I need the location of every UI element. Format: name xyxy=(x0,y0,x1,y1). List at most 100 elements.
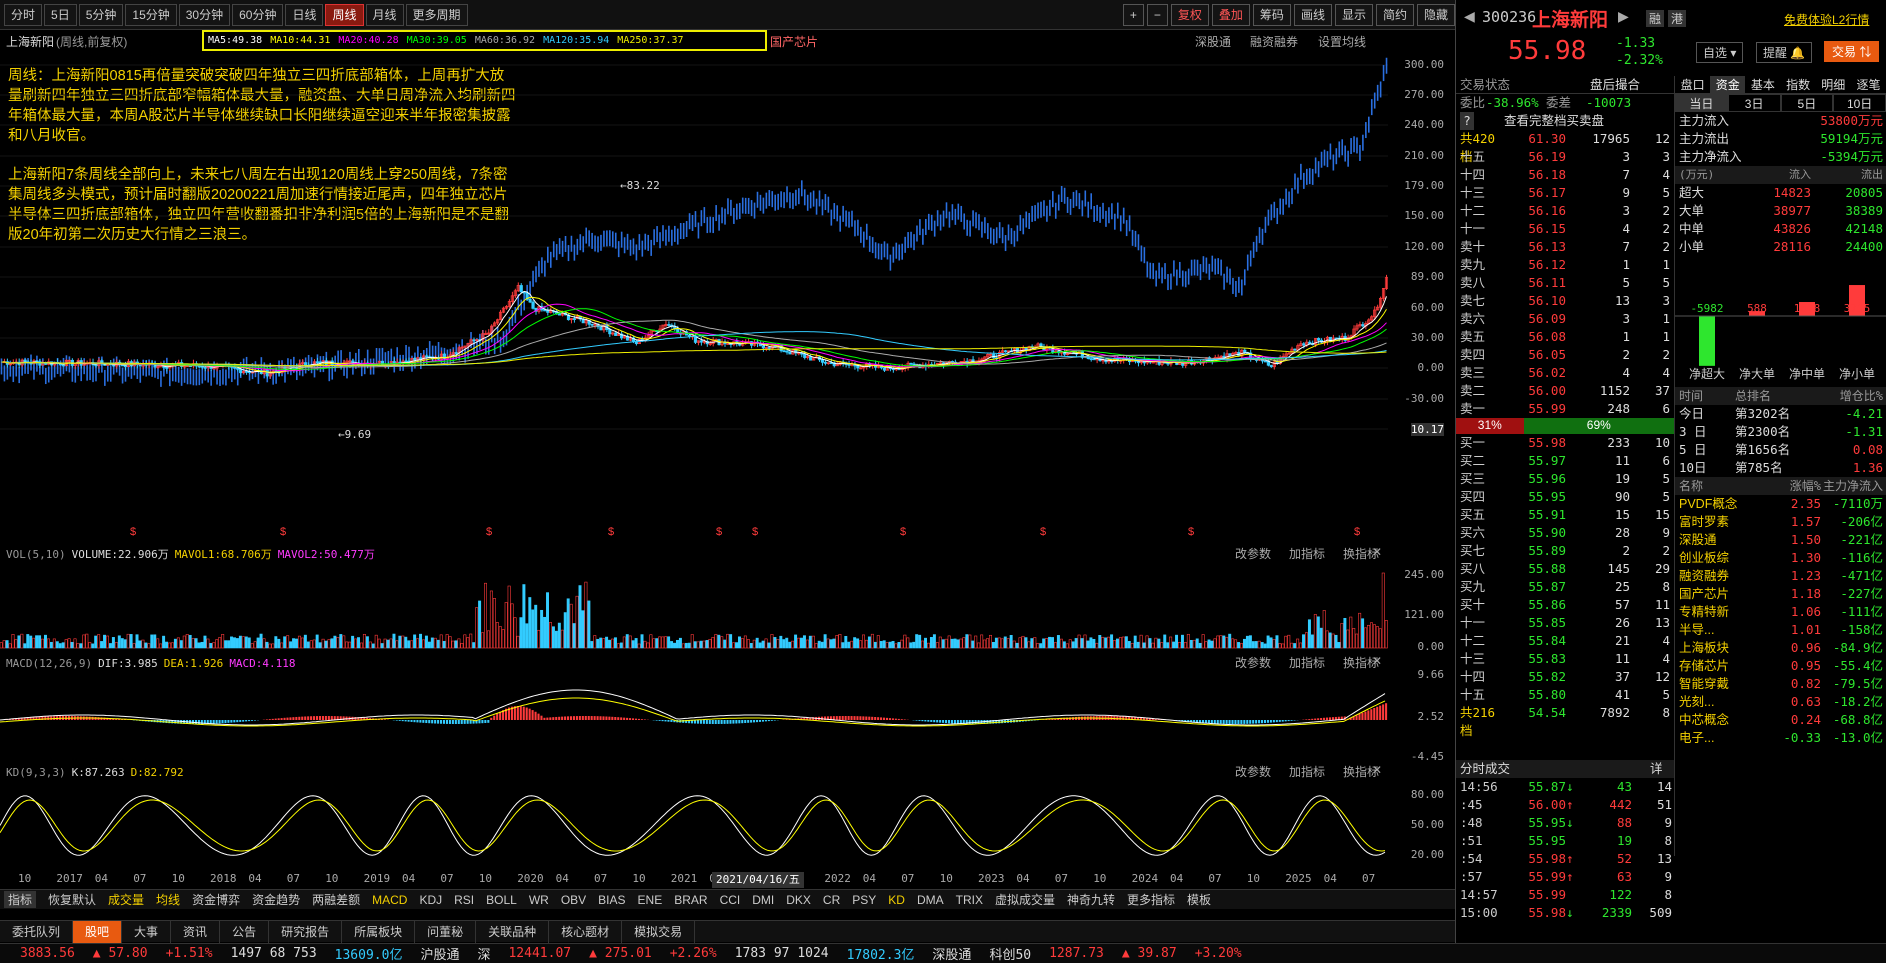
macd-close-icon[interactable]: ✕ xyxy=(1372,654,1383,668)
sh-index[interactable]: 3883.56 xyxy=(20,946,75,961)
period-2[interactable]: 5分钟 xyxy=(78,3,124,26)
prev-stock-icon[interactable]: ◀ xyxy=(1464,8,1475,24)
indicator-23[interactable]: TRIX xyxy=(955,892,983,907)
indicator-9[interactable]: RSI xyxy=(454,892,475,907)
kd-close-icon[interactable]: ✕ xyxy=(1372,763,1383,777)
flow-tab-1[interactable]: 资金 xyxy=(1710,76,1746,93)
tab-3[interactable]: 资讯 xyxy=(171,920,221,943)
period-0[interactable]: 分时 xyxy=(4,3,43,26)
ticks-detail-button[interactable]: 详 xyxy=(1650,761,1663,776)
indicator-2[interactable]: 成交量 xyxy=(108,893,145,907)
tool-btn-5[interactable]: 画线 xyxy=(1293,4,1332,26)
macd-ctrl-1[interactable]: 加指标 xyxy=(1289,656,1326,670)
add-watchlist-button[interactable]: 自选 ▾ xyxy=(1696,42,1744,63)
indicator-6[interactable]: 两融差额 xyxy=(312,893,361,907)
chart-extra-tag[interactable]: 国产芯片 xyxy=(770,35,819,49)
indicator-22[interactable]: DMA xyxy=(916,892,944,907)
indicator-27[interactable]: 模板 xyxy=(1187,893,1212,907)
kd-ctrl-0[interactable]: 改参数 xyxy=(1235,765,1272,779)
sector-row-11[interactable]: 光刻... 0.63 -18.2亿 xyxy=(1675,693,1886,711)
indicator-4[interactable]: 资金博弈 xyxy=(192,893,241,907)
tool-btn-2[interactable]: 复权 xyxy=(1170,4,1209,26)
indicator-1[interactable]: 恢复默认 xyxy=(48,893,97,907)
indicator-25[interactable]: 神奇九转 xyxy=(1066,893,1115,907)
sector-row-7[interactable]: 半导... 1.01 -158亿 xyxy=(1675,621,1886,639)
sector-row-1[interactable]: 富时罗素 1.57 -206亿 xyxy=(1675,513,1886,531)
period-6[interactable]: 日线 xyxy=(285,3,324,26)
tab-7[interactable]: 问董秘 xyxy=(415,920,477,943)
period-4[interactable]: 30分钟 xyxy=(178,3,231,26)
indicator-17[interactable]: DMI xyxy=(752,892,775,907)
period-3[interactable]: 15分钟 xyxy=(125,3,177,26)
macd-ctrl-0[interactable]: 改参数 xyxy=(1235,656,1272,670)
flow-tab-2[interactable]: 基本 xyxy=(1750,78,1775,92)
sector-row-3[interactable]: 创业板综 1.30 -116亿 xyxy=(1675,549,1886,567)
kc-index[interactable]: 1287.73 xyxy=(1049,946,1104,961)
tab-4[interactable]: 公告 xyxy=(220,920,270,943)
tab-5[interactable]: 研究报告 xyxy=(269,920,343,943)
sector-row-0[interactable]: PVDF概念 2.35 -7110万 xyxy=(1675,495,1886,513)
sector-row-5[interactable]: 国产芯片 1.18 -227亿 xyxy=(1675,585,1886,603)
indicator-16[interactable]: CCI xyxy=(719,892,741,907)
help-icon[interactable]: ? xyxy=(1460,112,1474,130)
vol-ctrl-0[interactable]: 改参数 xyxy=(1235,547,1272,561)
indicator-18[interactable]: DKX xyxy=(786,892,811,907)
alert-button[interactable]: 提醒 🔔 xyxy=(1756,42,1813,63)
period-1[interactable]: 5日 xyxy=(44,3,77,26)
indicator-3[interactable]: 均线 xyxy=(156,893,181,907)
sector-row-4[interactable]: 融资融券 1.23 -471亿 xyxy=(1675,567,1886,585)
indicator-7[interactable]: MACD xyxy=(372,892,408,907)
flow-tab-4[interactable]: 明细 xyxy=(1821,78,1846,92)
link-ma-settings[interactable]: 设置均线 xyxy=(1318,35,1367,49)
link-sgt[interactable]: 深股通 xyxy=(1195,35,1232,49)
free-trial-link[interactable]: 免费体验L2行情 xyxy=(1784,13,1870,27)
tab-9[interactable]: 核心题材 xyxy=(549,920,623,943)
tab-6[interactable]: 所属板块 xyxy=(342,920,416,943)
kd-ctrl-1[interactable]: 加指标 xyxy=(1289,765,1326,779)
next-stock-icon[interactable]: ▶ xyxy=(1618,8,1629,24)
indicator-14[interactable]: ENE xyxy=(637,892,663,907)
tool-btn-6[interactable]: 显示 xyxy=(1334,4,1373,26)
flow-period-2[interactable]: 5日 xyxy=(1780,94,1834,112)
tool-btn-0[interactable]: + xyxy=(1122,4,1144,26)
indicator-13[interactable]: BIAS xyxy=(598,892,626,907)
tool-btn-3[interactable]: 叠加 xyxy=(1211,4,1250,26)
sector-row-10[interactable]: 智能穿戴 0.82 -79.5亿 xyxy=(1675,675,1886,693)
indicator-8[interactable]: KDJ xyxy=(419,892,443,907)
tool-btn-1[interactable]: − xyxy=(1146,4,1168,26)
indicator-19[interactable]: CR xyxy=(822,892,841,907)
period-5[interactable]: 60分钟 xyxy=(232,3,284,26)
tool-btn-4[interactable]: 筹码 xyxy=(1252,4,1291,26)
tab-8[interactable]: 关联品种 xyxy=(476,920,550,943)
tool-btn-7[interactable]: 简约 xyxy=(1375,4,1414,26)
period-7[interactable]: 周线 xyxy=(325,3,364,26)
sector-row-13[interactable]: 电子... -0.33 -13.0亿 xyxy=(1675,729,1886,747)
indicator-26[interactable]: 更多指标 xyxy=(1127,893,1176,907)
sz-index[interactable]: 12441.07 xyxy=(508,946,572,961)
indicator-20[interactable]: PSY xyxy=(852,892,877,907)
flow-tab-5[interactable]: 逐笔 xyxy=(1856,78,1881,92)
vol-close-icon[interactable]: ✕ xyxy=(1372,545,1383,559)
full-book-link[interactable]: 查看完整档买卖盘 xyxy=(1504,113,1605,128)
flow-tab-0[interactable]: 盘口 xyxy=(1680,78,1705,92)
indicator-11[interactable]: WR xyxy=(528,892,549,907)
vol-ctrl-2[interactable]: 换指标 xyxy=(1343,547,1380,561)
indicator-12[interactable]: OBV xyxy=(560,892,587,907)
tab-0[interactable]: 委托队列 xyxy=(0,920,74,943)
sector-row-8[interactable]: 上海板块 0.96 -84.9亿 xyxy=(1675,639,1886,657)
indicator-0[interactable]: 指标 xyxy=(4,891,37,908)
tab-10[interactable]: 模拟交易 xyxy=(622,920,696,943)
flow-period-1[interactable]: 3日 xyxy=(1727,94,1781,112)
indicator-10[interactable]: BOLL xyxy=(486,892,517,907)
hgt-link[interactable]: 沪股通 xyxy=(420,948,460,963)
period-8[interactable]: 月线 xyxy=(365,3,404,26)
flow-tab-3[interactable]: 指数 xyxy=(1786,78,1811,92)
tab-2[interactable]: 大事 xyxy=(122,920,172,943)
link-margin[interactable]: 融资融券 xyxy=(1250,35,1299,49)
tool-btn-8[interactable]: 隐藏 xyxy=(1416,4,1455,26)
kd-ctrl-2[interactable]: 换指标 xyxy=(1343,765,1380,779)
period-9[interactable]: 更多周期 xyxy=(405,3,468,26)
indicator-24[interactable]: 虚拟成交量 xyxy=(994,893,1055,907)
flow-period-0[interactable]: 当日 xyxy=(1675,94,1728,112)
sector-row-6[interactable]: 专精特新 1.06 -111亿 xyxy=(1675,603,1886,621)
